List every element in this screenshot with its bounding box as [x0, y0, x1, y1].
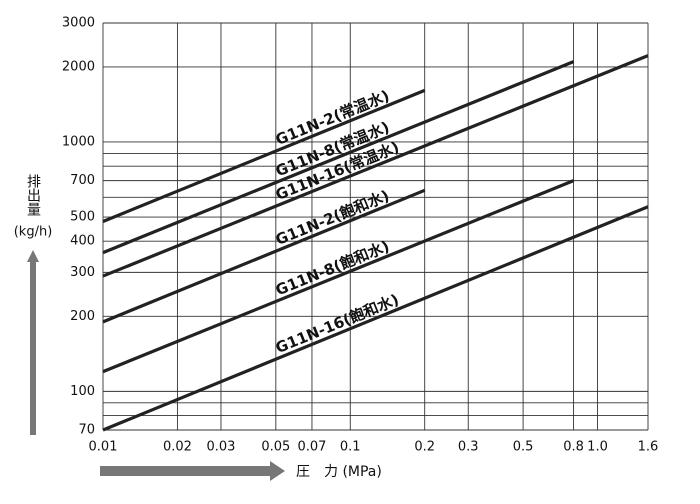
y-tick-label: 300: [70, 265, 95, 280]
x-tick-label: 0.8: [563, 440, 584, 455]
y-tick-label: 200: [70, 309, 95, 324]
y-tick-label: 700: [70, 173, 95, 188]
x-tick-label: 0.1: [340, 440, 361, 455]
x-tick-label: 0.07: [297, 440, 326, 455]
series-line: [102, 179, 575, 374]
x-tick-label: 0.05: [261, 440, 290, 455]
x-tick-label: 0.5: [513, 440, 534, 455]
y-label: 排出量: [25, 174, 41, 216]
x-tick-label: 0.2: [414, 440, 435, 455]
y-tick-label: 100: [70, 384, 95, 399]
x-arrow: [100, 461, 285, 481]
series-line: [102, 88, 426, 223]
y-arrow: [27, 250, 39, 435]
y-tick-label: 500: [70, 210, 95, 225]
x-tick-label: 1.6: [638, 440, 659, 455]
series-line: [102, 205, 649, 432]
x-tick-label: 0.02: [163, 440, 192, 455]
x-label: 圧 力 (MPa): [296, 464, 382, 480]
x-tick-label: 0.3: [458, 440, 479, 455]
y-tick-label: 70: [78, 423, 95, 438]
series-line: [102, 60, 575, 255]
x-tick-label: 0.01: [89, 440, 118, 455]
y-tick-label: 2000: [62, 59, 95, 74]
x-tick-label: 1.0: [587, 440, 608, 455]
x-tick-label: 0.03: [206, 440, 235, 455]
y-unit: (kg/h): [14, 225, 53, 240]
series-label: G11N-16(飽和水): [273, 290, 402, 357]
series-line: [102, 54, 649, 278]
y-tick-label: 1000: [62, 134, 95, 149]
y-tick-label: 3000: [62, 16, 95, 31]
series-line: [102, 188, 426, 324]
y-tick-label: 400: [70, 234, 95, 249]
